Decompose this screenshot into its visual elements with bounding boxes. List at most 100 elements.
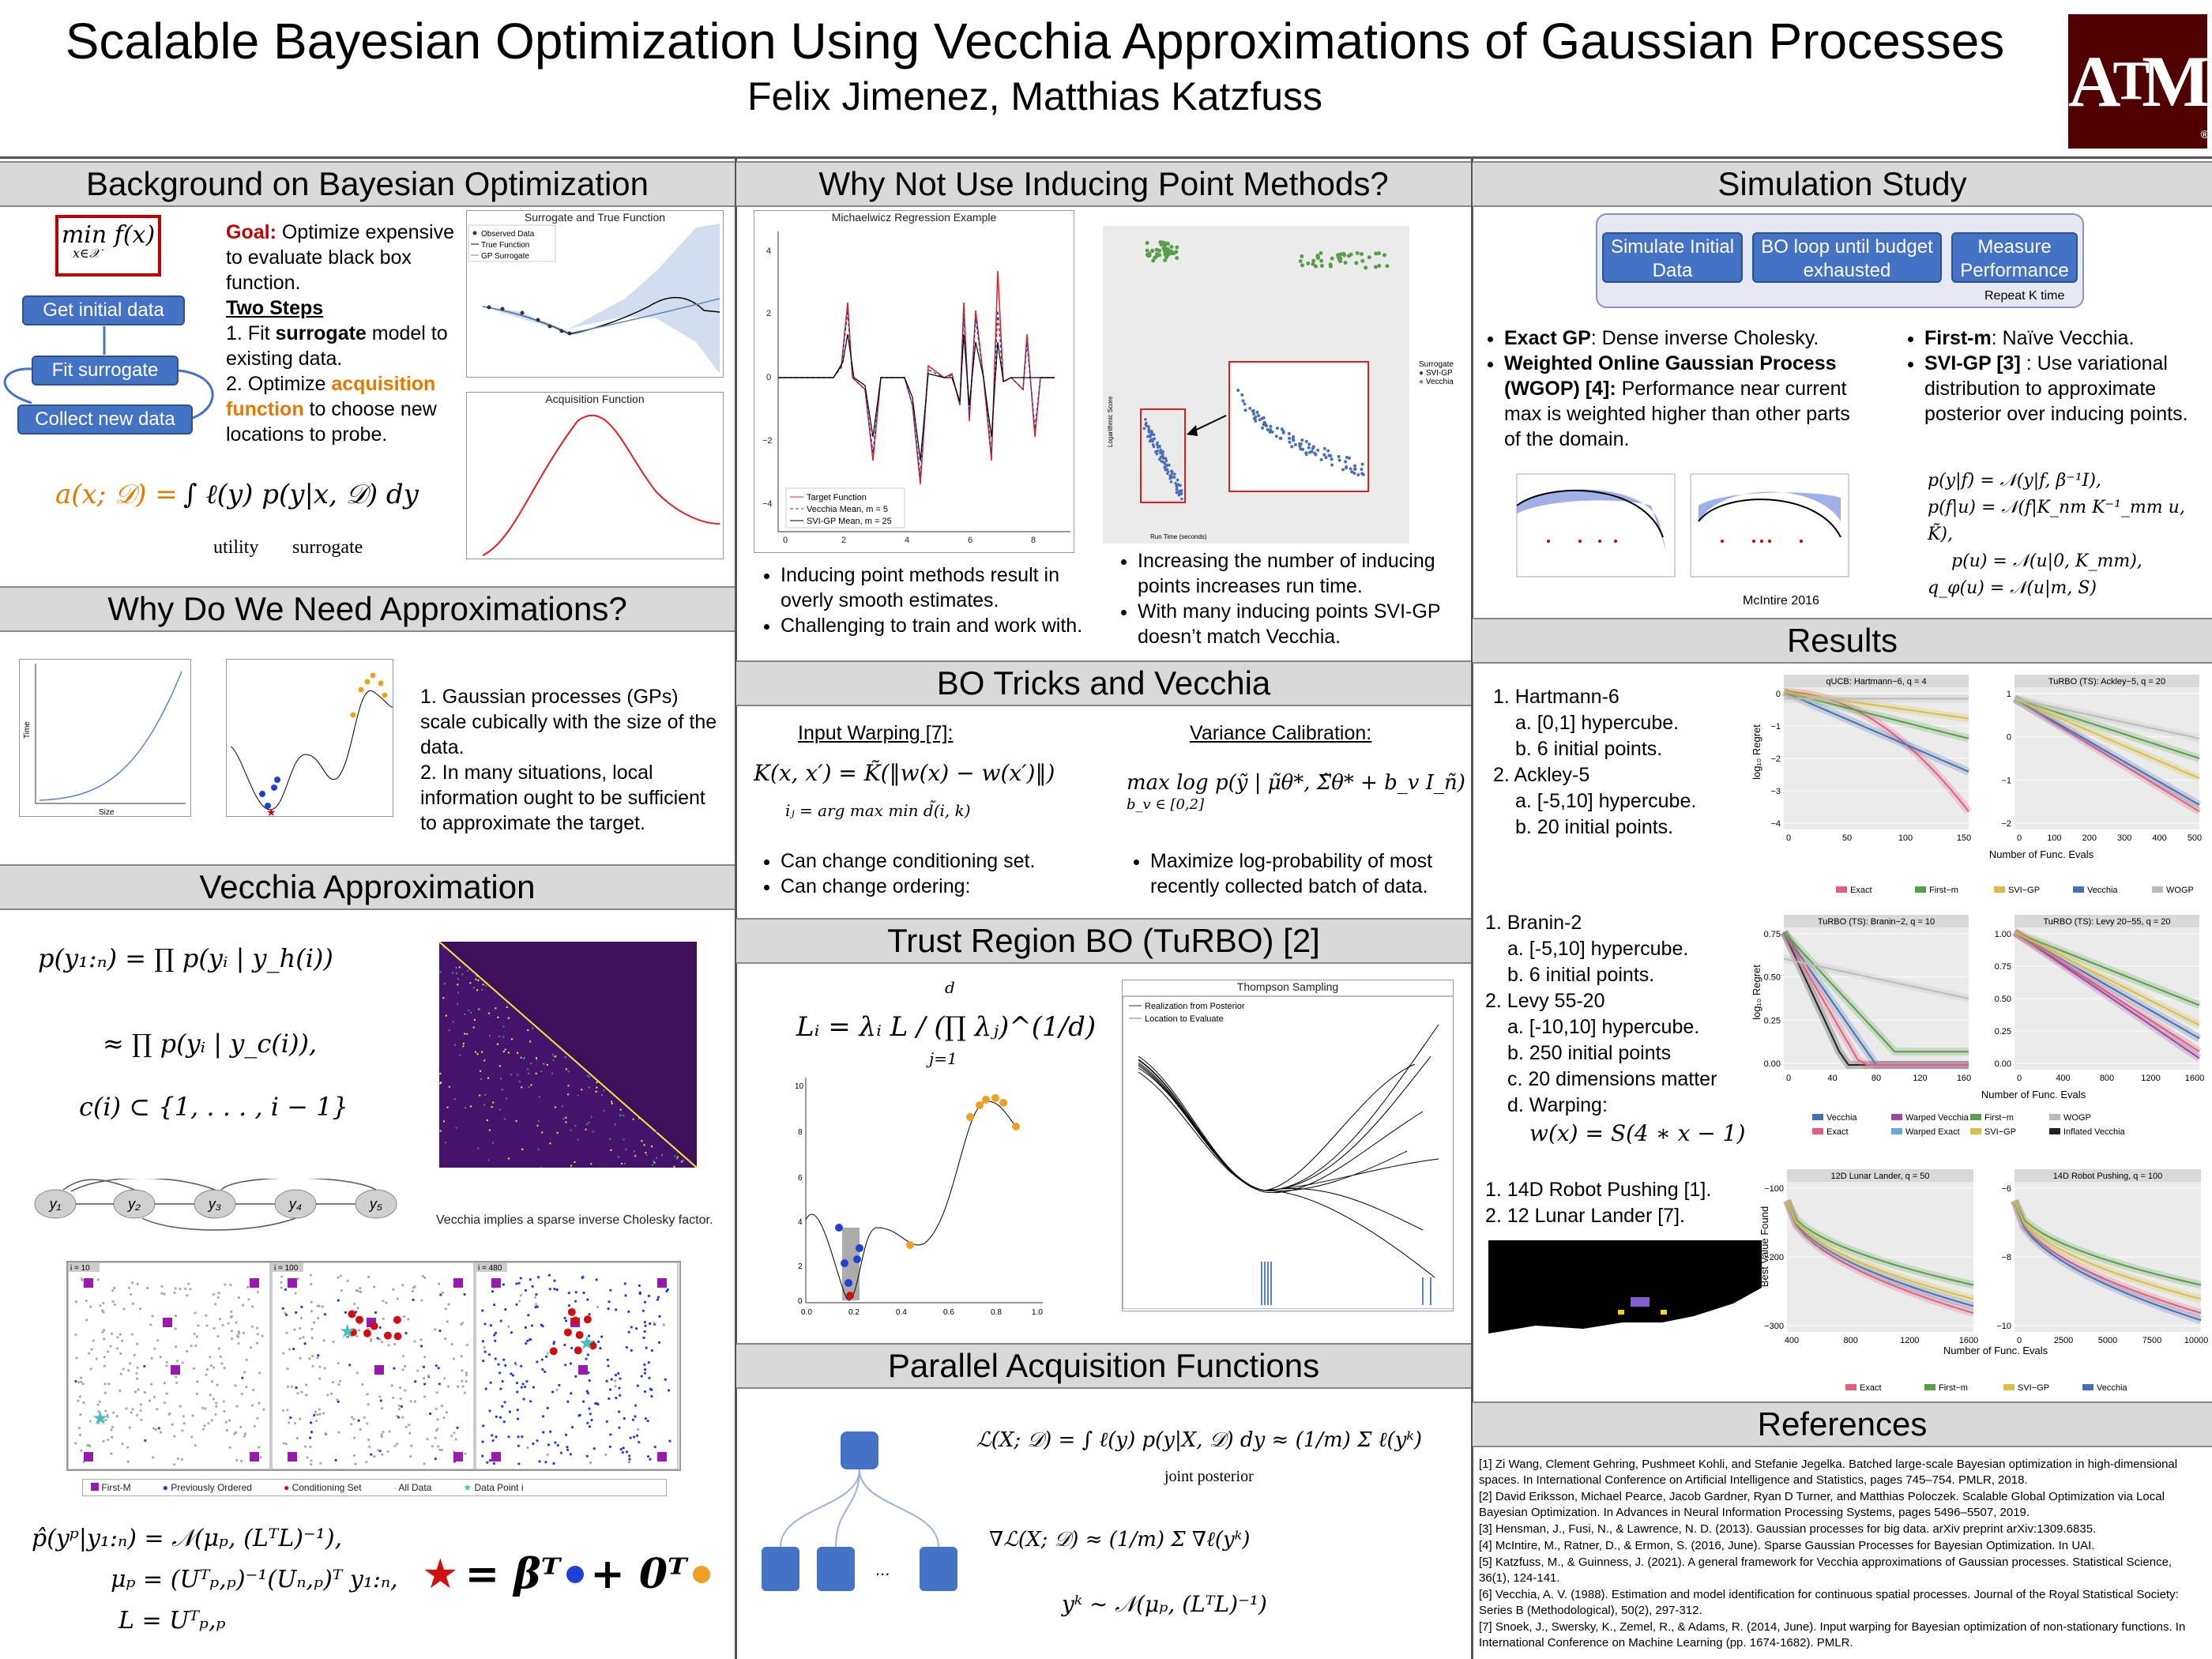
warp-title: Input Warping [7]:	[798, 722, 954, 744]
svg-text:y₄: y₄	[288, 1196, 302, 1212]
results-tick-y: −2	[2001, 819, 2011, 829]
results-tick-y: 0.75	[1764, 930, 1781, 939]
results-item: 1. Hartmann-6	[1493, 686, 1620, 708]
results-xlabel: Number of Func. Evals	[1989, 848, 2094, 860]
svg-text:★: ★	[339, 1321, 356, 1342]
star-equation: ★ = βᵀ + 0ᵀ	[422, 1550, 711, 1598]
parallel-eq1-label: joint posterior	[1164, 1468, 1254, 1485]
results-item: b. 250 initial points	[1507, 1042, 1672, 1064]
section-inducing: Why Not Use Inducing Point Methods?	[736, 161, 1471, 207]
sparse-caption: Vecchia implies a sparse inverse Cholesk…	[436, 1213, 713, 1227]
results-legend-item: Inflated Vecchia	[2063, 1127, 2126, 1137]
warp-bullets: Can change conditioning set. Can change …	[758, 848, 1090, 899]
results-item: c. 20 dimensions matter	[1507, 1068, 1717, 1090]
ordering-panel: i = 10 ★	[67, 1262, 271, 1470]
turbo-eq-top: d	[945, 978, 955, 997]
reference-item: [1] Zi Wang, Clement Gehring, Pushmeet K…	[1479, 1458, 2178, 1487]
lunar-lander-plot	[1488, 1288, 1762, 1345]
results-tick-y: 1	[2007, 690, 2011, 699]
section-parallel: Parallel Acquisition Functions	[736, 1343, 1471, 1389]
svg-text:2: 2	[766, 309, 771, 318]
svg-text:Size: Size	[99, 808, 115, 817]
section-results: Results	[1473, 618, 2212, 664]
svg-text:Target Function: Target Function	[807, 493, 867, 502]
results-legend-item: Exact	[1850, 886, 1872, 895]
results-tick-x: 1200	[2141, 1074, 2160, 1083]
svg-text:0: 0	[783, 536, 788, 545]
flow-fit-surrogate: Fit surrogate	[32, 356, 179, 386]
poster-authors: Felix Jimenez, Matthias Katzfuss	[747, 74, 1323, 118]
inducing-bullets-left: Inducing point methods result in overly …	[758, 562, 1090, 638]
results-tick-y: 0.75	[1995, 962, 2011, 972]
results-tick-y: −3	[1770, 787, 1781, 796]
svg-text:1.0: 1.0	[1032, 1308, 1043, 1317]
results-tick-x: 800	[1843, 1336, 1857, 1345]
results-tick-y: −300	[1764, 1322, 1784, 1331]
results-tick-x: 160	[1957, 1074, 1971, 1083]
results-tick-x: 7500	[2142, 1336, 2161, 1345]
surrogate-figure: Surrogate and True Function Observed Dat…	[466, 210, 724, 378]
results-item: 2. Ackley-5	[1493, 764, 1590, 786]
reference-item: [3] Hensman, J., Fusi, N., & Lawrence, N…	[1479, 1522, 2097, 1536]
svg-text:2: 2	[798, 1262, 803, 1271]
results-legend-item: Vecchia	[1826, 1113, 1857, 1123]
ordering-panel: i = 480 ★	[475, 1262, 679, 1470]
parallel-tree: ...	[762, 1431, 957, 1591]
results-tick-x: 80	[1872, 1074, 1881, 1083]
results-tick-y: −200	[1764, 1253, 1784, 1262]
results-tick-x: 150	[1957, 833, 1971, 843]
section-turbo: Trust Region BO (TuRBO) [2]	[736, 918, 1471, 964]
results-tick-x: 5000	[2098, 1336, 2117, 1345]
references-list: [1] Zi Wang, Clement Gehring, Pushmeet K…	[1479, 1457, 2204, 1652]
results-tick-x: 400	[1785, 1336, 1799, 1345]
results-ylabel: log₁₀ Regret	[1751, 724, 1762, 780]
university-logo: A T M ®	[2068, 14, 2210, 149]
svg-text:y₂: y₂	[126, 1196, 141, 1212]
parallel-eq1: ℒ(X; 𝒟) = ∫ ℓ(y) p(y|X, 𝒟) dy ≈ (1/m) Σ …	[976, 1428, 1423, 1452]
parallel-eq3: yᵏ ∼ 𝒩(μₚ, (LᵀL)⁻¹)	[1062, 1591, 1267, 1617]
results-warp-eq: w(x) = S(4 ∗ x − 1)	[1529, 1120, 1746, 1146]
repeat-label: Repeat K time	[1984, 289, 2065, 303]
local-info-plot: ★	[230, 672, 393, 816]
results-tick-y: −4	[1770, 819, 1781, 829]
results-tick-y: 0.25	[1764, 1016, 1781, 1025]
reference-item: [2] David Eriksson, Michael Pearce, Jaco…	[1479, 1490, 2165, 1519]
results-tick-x: 100	[2047, 833, 2061, 843]
results-block2: 1. Branin-2 a. [-5,10] hypercube. b. 6 ini…	[1485, 910, 1717, 1119]
ordering-legend: First-M ● Previously Ordered ● Condition…	[82, 1479, 667, 1496]
results-tick-x: 400	[2056, 1074, 2070, 1083]
results-tick-y: −1	[2001, 776, 2011, 785]
svg-text:True Function: True Function	[481, 241, 529, 250]
svg-text:★: ★	[92, 1408, 109, 1429]
svg-text:0.0: 0.0	[801, 1308, 812, 1317]
warp-eq2: iⱼ = arg max min d̃(i, k)	[785, 801, 971, 820]
results-tick-x: 1200	[1900, 1336, 1919, 1345]
parallel-eq2: ∇ℒ(X; 𝒟) ≈ (1/m) Σ ∇ℓ(yᵏ)	[989, 1528, 1251, 1552]
results-tick-x: 1600	[2185, 1074, 2204, 1083]
svg-text:Run Time (seconds): Run Time (seconds)	[1150, 533, 1207, 540]
section-references: References	[1473, 1401, 2212, 1447]
results-item: b. 6 initial points.	[1515, 738, 1663, 760]
results-tick-x: 10000	[2184, 1336, 2209, 1345]
results-chart-title: qUCB: Hartmann−6, q = 4	[1826, 677, 1926, 687]
turbo-eq-bottom: j=1	[929, 1049, 957, 1068]
results-legend-item: First−m	[1984, 1113, 2014, 1123]
results-tick-x: 0	[2017, 1336, 2022, 1345]
acquisition-figure: Acquisition Function	[466, 392, 724, 559]
results-legend-item: Vecchia	[2097, 1383, 2127, 1393]
results-tick-x: 1600	[1959, 1336, 1978, 1345]
results-tick-x: 40	[1827, 1074, 1837, 1083]
svg-text:4: 4	[798, 1218, 803, 1227]
ordering-panels: i = 10 ★ i = 100 ★ i = 480 ★	[66, 1261, 681, 1471]
flow-collect-data: Collect new data	[17, 404, 193, 434]
results-item: b. 20 initial points.	[1515, 816, 1674, 838]
objective-sub: x∈𝒳	[73, 246, 100, 261]
results-tick-y: −2	[1770, 754, 1781, 764]
results-tick-y: 1.00	[1995, 930, 2011, 939]
ordering-panel-label: i = 10	[70, 1264, 90, 1273]
svg-text:...: ...	[875, 1559, 890, 1579]
results-chart-panel: TuRBO (TS): Ackley−5, q = 20 1 0 −1 −2 0 100 20…	[2001, 675, 2202, 843]
scaling-plot: Size Time	[23, 664, 186, 817]
